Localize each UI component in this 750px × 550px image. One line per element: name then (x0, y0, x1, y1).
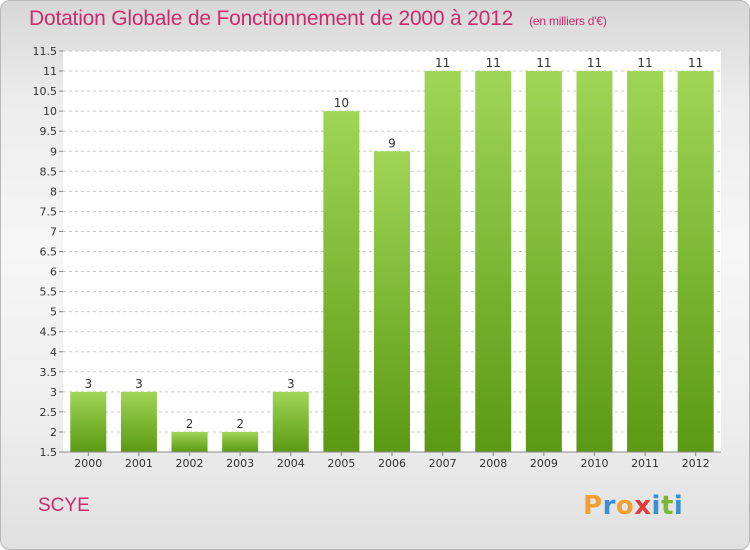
bar-value-label: 3 (135, 377, 143, 391)
x-tick-label: 2003 (226, 457, 254, 470)
proxiti-logo: Proxiti (583, 491, 683, 521)
x-tick-label: 2000 (74, 457, 102, 470)
bar-value-label: 11 (587, 56, 602, 70)
y-tick-label: 9.5 (40, 125, 58, 138)
bar-value-label: 11 (486, 56, 501, 70)
logo-letter: o (615, 491, 635, 521)
logo-letter: r (602, 491, 616, 521)
x-tick-label: 2004 (277, 457, 305, 470)
bar-value-label: 2 (236, 417, 244, 431)
y-tick-label: 11.5 (33, 45, 58, 58)
x-tick-label: 2008 (479, 457, 507, 470)
y-tick-label: 4.5 (40, 326, 58, 339)
y-tick-label: 6 (50, 266, 57, 279)
bar (120, 391, 157, 452)
y-tick-label: 6.5 (40, 246, 58, 259)
y-axis-ticks: 1.5 2 2.5 3 3.5 4 4.5 5 5.5 6 6.5 7 7.5 8 8.5 9 9.5 10 10.… (33, 45, 63, 459)
logo-letter: x (634, 491, 652, 521)
y-tick-label: 7.5 (40, 205, 58, 218)
logo-letter: t (660, 491, 674, 521)
commune-name: SCYE (38, 495, 90, 516)
y-tick-label: 11 (43, 65, 57, 78)
bar (272, 391, 309, 452)
bar-value-label: 11 (536, 56, 551, 70)
bar-value-label: 3 (84, 377, 92, 391)
bar-value-label: 11 (435, 56, 450, 70)
bar (475, 71, 512, 453)
bar (627, 71, 664, 453)
bar-value-label: 9 (388, 136, 396, 150)
y-tick-label: 9 (50, 145, 57, 158)
bar (171, 431, 208, 452)
y-tick-label: 4 (50, 346, 57, 359)
x-tick-label: 2007 (429, 457, 457, 470)
x-axis-ticks: 2000 2001 2002 2003 2004 2005 2006 2007 2008 2009… (74, 452, 710, 470)
bar (70, 391, 107, 452)
bar (374, 151, 410, 452)
bar (525, 71, 562, 453)
bar (222, 431, 259, 452)
bar-value-label: 2 (186, 417, 194, 431)
x-tick-label: 2010 (580, 457, 608, 470)
y-tick-label: 10 (43, 105, 57, 118)
bar-value-label: 10 (334, 96, 349, 110)
y-tick-label: 2 (50, 426, 57, 439)
y-tick-label: 2.5 (40, 406, 58, 419)
bar-series: 3 3 2 2 3 10 9 11 11 11 11 11 11 (70, 56, 714, 453)
bar-value-label: 11 (637, 56, 652, 70)
y-tick-label: 1.5 (40, 446, 58, 459)
y-tick-label: 5.5 (40, 286, 58, 299)
x-tick-label: 2002 (176, 457, 204, 470)
y-tick-label: 8 (50, 185, 57, 198)
x-tick-label: 2011 (631, 457, 659, 470)
y-tick-label: 7 (50, 225, 57, 238)
y-tick-label: 3.5 (40, 366, 58, 379)
bar-value-label: 11 (688, 56, 703, 70)
x-tick-label: 2009 (530, 457, 558, 470)
logo-letter: i (673, 491, 684, 521)
bar-value-label: 3 (287, 377, 295, 391)
bar (424, 71, 461, 453)
logo-letter: P (583, 491, 603, 521)
y-tick-label: 3 (50, 386, 57, 399)
x-tick-label: 2005 (327, 457, 355, 470)
bar (677, 71, 714, 453)
bar (576, 71, 613, 453)
y-tick-label: 5 (50, 306, 57, 319)
chart-title: Dotation Globale de Fonctionnement de 20… (29, 7, 607, 31)
y-tick-label: 10.5 (33, 85, 58, 98)
title-text: Dotation Globale de Fonctionnement de 20… (29, 7, 514, 30)
x-tick-label: 2012 (682, 457, 710, 470)
x-tick-label: 2006 (378, 457, 406, 470)
unit-note: (en milliers d'€) (529, 14, 607, 28)
bar (323, 111, 360, 453)
x-tick-label: 2001 (125, 457, 153, 470)
logo-letter: i (651, 491, 661, 521)
y-tick-label: 8.5 (40, 165, 58, 178)
